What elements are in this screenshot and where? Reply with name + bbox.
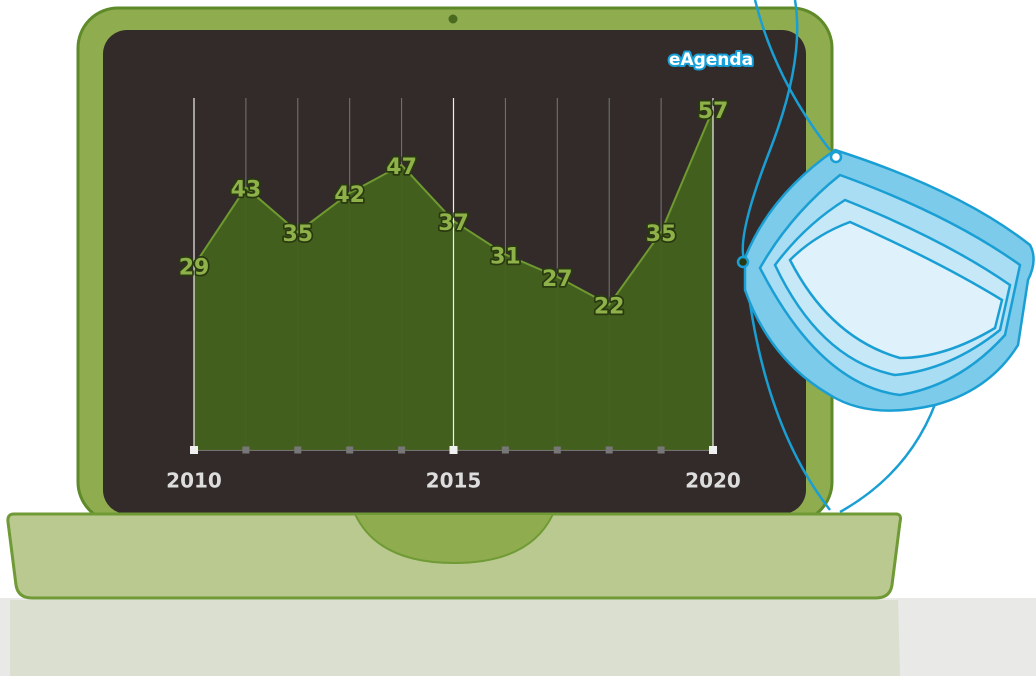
point-marker — [554, 447, 561, 454]
value-label: 35 — [646, 222, 677, 247]
value-label: 22 — [594, 295, 625, 320]
x-tick-label: 2020 — [685, 469, 741, 493]
reflection — [10, 600, 900, 676]
point-marker — [658, 447, 665, 454]
value-label: 37 — [438, 211, 469, 236]
value-label: 29 — [179, 256, 210, 281]
value-label: 35 — [282, 222, 313, 247]
point-marker — [502, 447, 509, 454]
point-marker — [294, 447, 301, 454]
camera — [449, 15, 458, 24]
value-label: 31 — [490, 244, 521, 269]
point-marker — [242, 447, 249, 454]
point-marker — [606, 447, 613, 454]
value-label: 42 — [334, 183, 365, 208]
point-marker — [398, 447, 405, 454]
value-label: 27 — [542, 267, 573, 292]
x-tick-label: 2015 — [426, 469, 482, 493]
x-tick — [709, 446, 717, 454]
x-tick-label: 2010 — [166, 469, 222, 493]
brand: eAgenda — [669, 50, 753, 70]
x-tick — [450, 446, 458, 454]
value-label: 43 — [231, 177, 262, 202]
value-label: 47 — [386, 155, 417, 180]
point-marker — [346, 447, 353, 454]
value-label: 57 — [698, 99, 729, 124]
x-tick — [190, 446, 198, 454]
chart: 2010 2015 2020 29 43 35 42 47 37 31 27 22 35 57 eAgen… — [0, 0, 1036, 676]
